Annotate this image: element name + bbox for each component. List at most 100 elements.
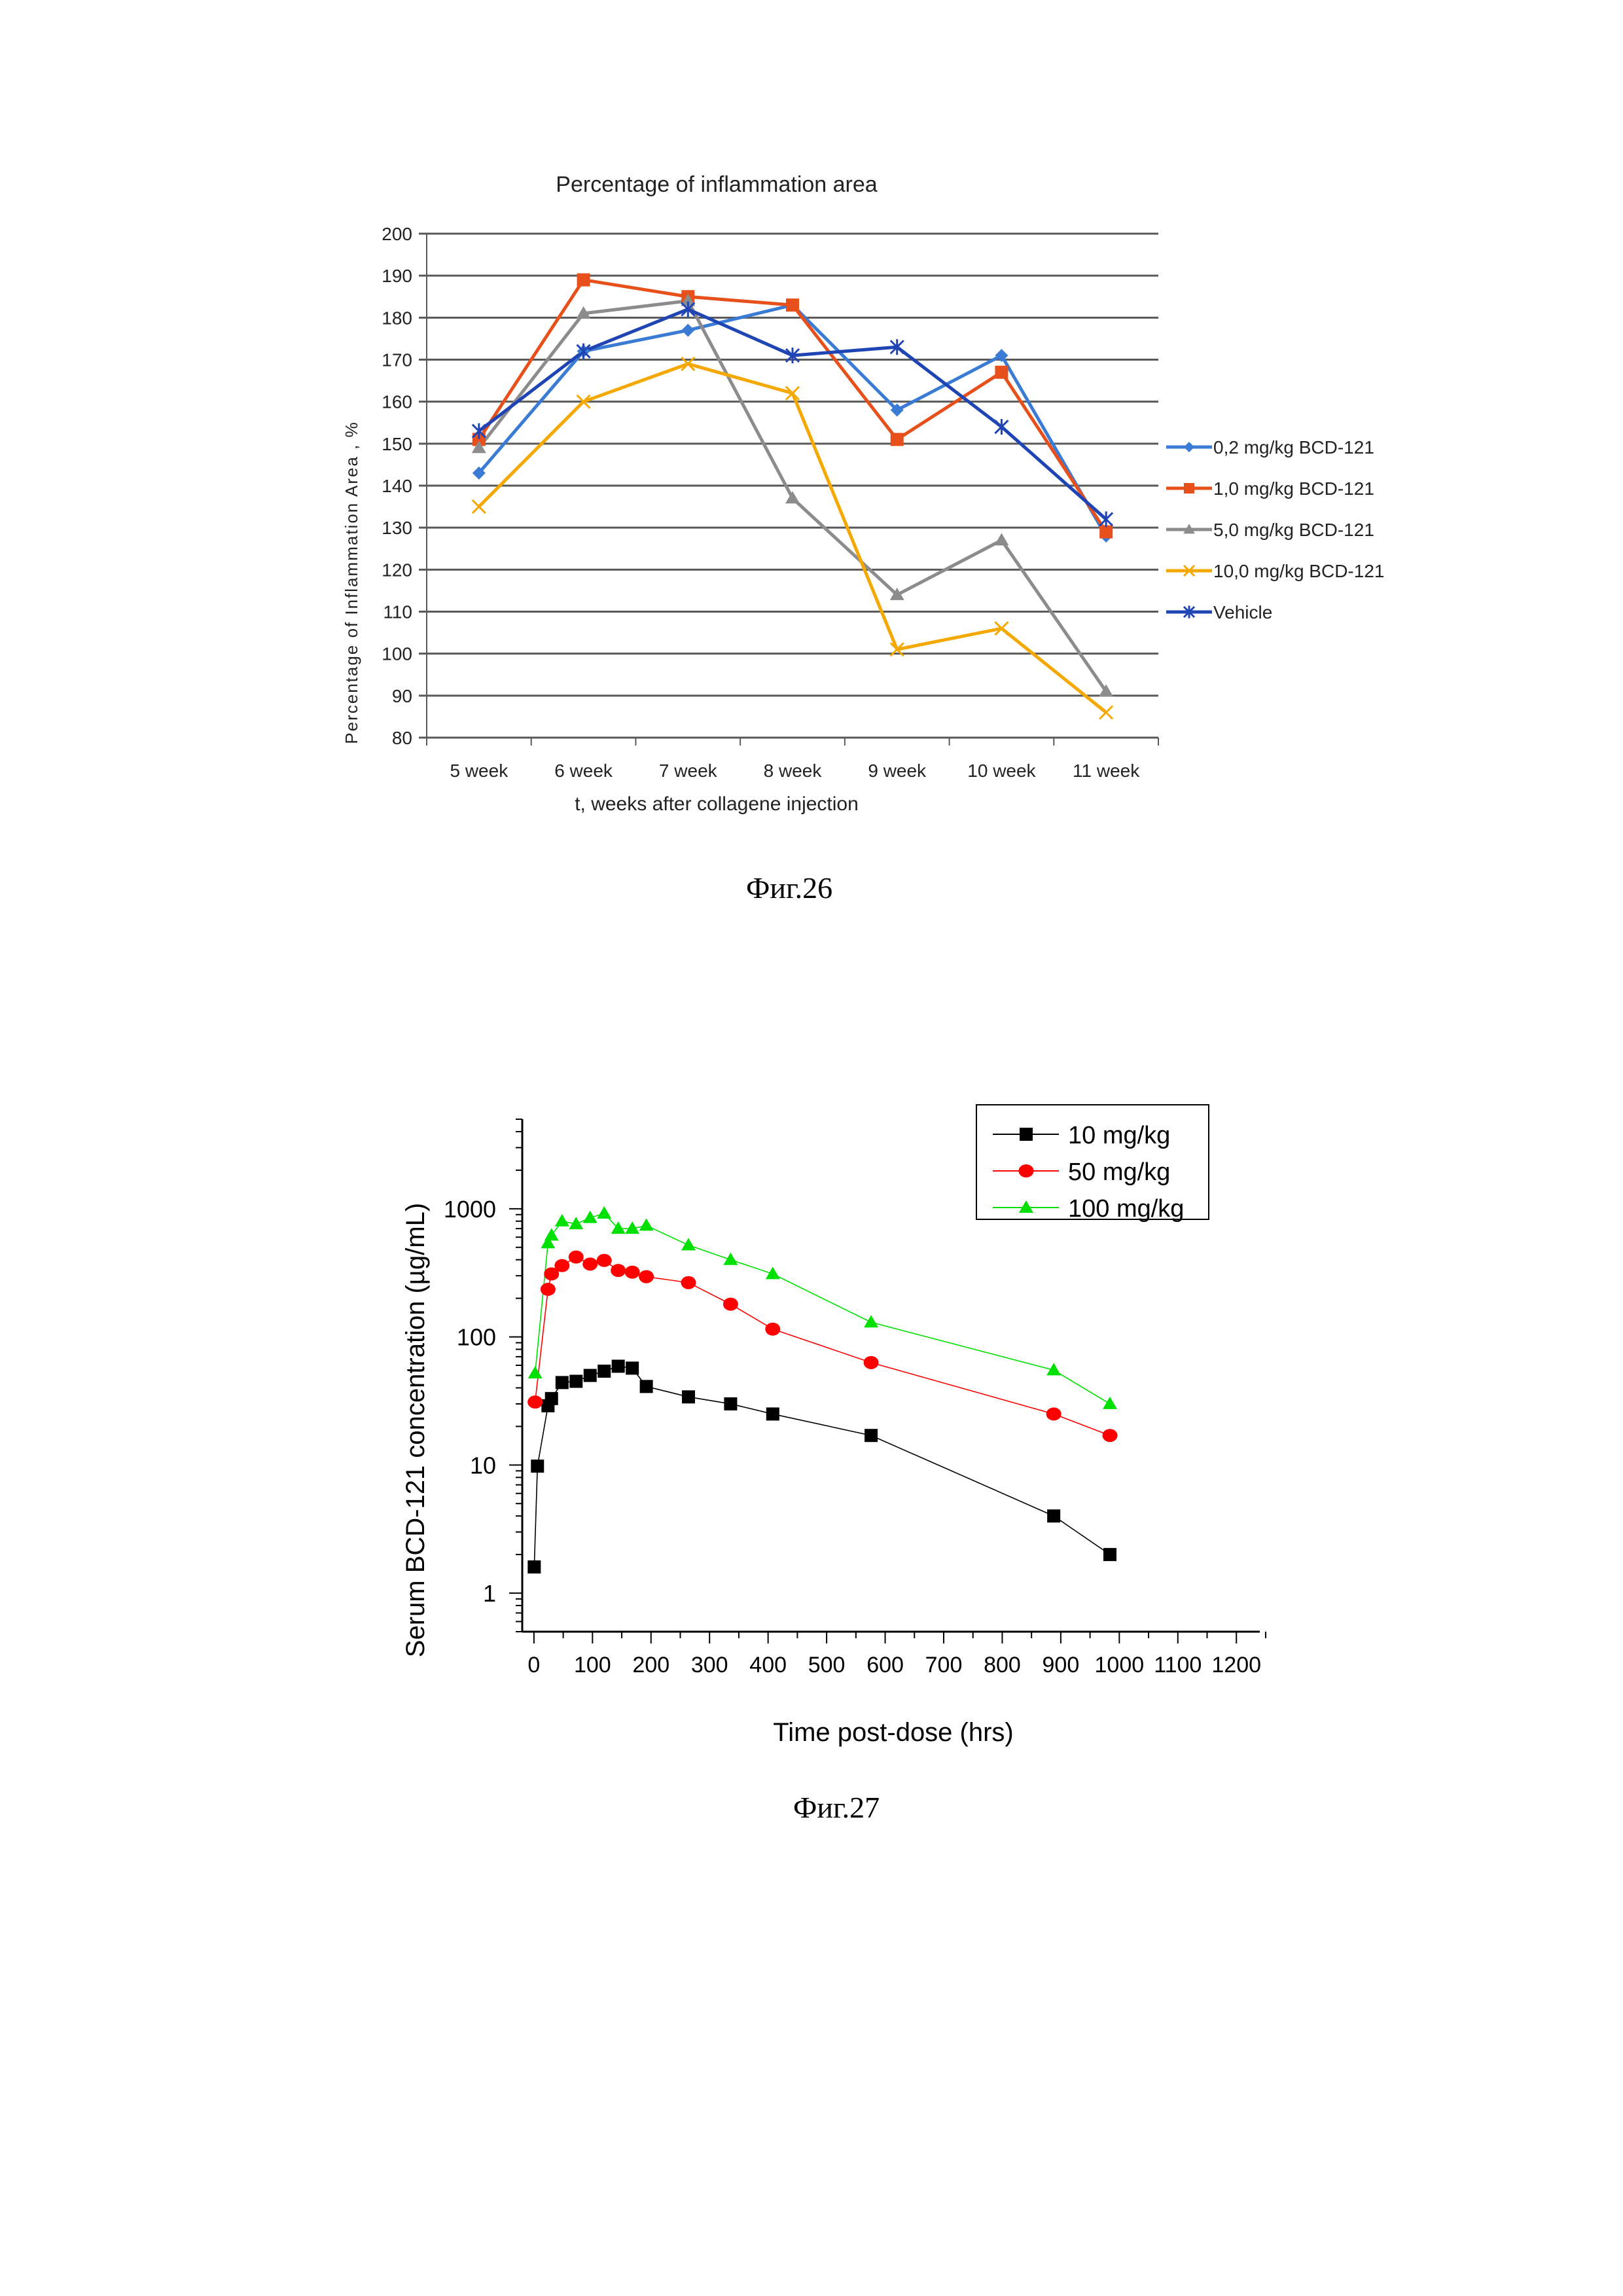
data-point	[1099, 684, 1114, 697]
data-point	[569, 1217, 584, 1230]
data-point	[624, 1265, 640, 1279]
data-point	[544, 1228, 559, 1241]
legend-label: 10 mg/kg	[1068, 1122, 1170, 1149]
data-point	[994, 419, 1009, 435]
data-point	[582, 1210, 597, 1223]
legend-marker	[1183, 524, 1195, 534]
data-point	[889, 587, 904, 600]
data-point	[568, 1250, 584, 1264]
legend-marker	[1019, 1200, 1033, 1213]
data-point	[889, 642, 904, 657]
x-tick-label: 900	[1043, 1653, 1080, 1677]
x-tick-label: 0	[527, 1653, 540, 1677]
data-point	[544, 1391, 558, 1405]
data-point	[995, 349, 1008, 363]
data-point	[611, 1264, 626, 1278]
data-point	[863, 1355, 879, 1369]
data-point	[785, 386, 800, 401]
y-tick-label: 180	[382, 308, 412, 328]
data-point	[540, 1282, 556, 1296]
data-point	[681, 323, 695, 337]
chart-title: Percentage of inflammation area	[556, 172, 877, 197]
data-point	[1099, 511, 1114, 528]
y-tick-label: 130	[382, 518, 412, 538]
data-point	[994, 621, 1009, 636]
data-point	[611, 1221, 626, 1234]
x-tick-label: 8 week	[764, 761, 823, 781]
data-point	[786, 298, 799, 312]
x-tick-label: 9 week	[868, 761, 927, 781]
data-point	[682, 1390, 696, 1404]
y-axis-label: Percentage of Inflammation Area , %	[342, 421, 361, 744]
data-point	[531, 1460, 544, 1473]
y-tick-label: 1	[483, 1580, 496, 1607]
data-point	[889, 339, 904, 355]
data-point	[1046, 1363, 1061, 1376]
x-tick-label: 200	[632, 1653, 669, 1677]
data-point	[472, 433, 486, 446]
legend-label: 50 mg/kg	[1068, 1158, 1170, 1186]
figure-26-caption: Фиг.26	[746, 871, 833, 905]
y-tick-label: 10	[470, 1452, 496, 1479]
x-tick-label: 100	[574, 1653, 611, 1677]
data-point	[724, 1397, 738, 1410]
data-point	[471, 499, 486, 514]
x-tick-label: 700	[925, 1653, 963, 1677]
data-point	[639, 1218, 654, 1231]
data-point	[625, 1221, 640, 1234]
data-point	[639, 1270, 654, 1283]
y-tick-label: 200	[382, 224, 412, 244]
data-point	[995, 365, 1008, 379]
legend-label: 10,0 mg/kg BCD-121	[1213, 561, 1384, 581]
x-tick-label: 7 week	[659, 761, 718, 781]
y-tick-label: 150	[382, 434, 412, 454]
legend-label: 1,0 mg/kg BCD-121	[1213, 478, 1374, 499]
data-point	[626, 1361, 639, 1375]
legend-marker	[1183, 564, 1196, 577]
y-tick-label: 190	[382, 266, 412, 286]
y-tick-label: 90	[392, 686, 412, 706]
y-tick-label: 170	[382, 350, 412, 370]
data-point	[583, 1369, 597, 1382]
data-point	[722, 1297, 738, 1311]
data-point	[471, 423, 486, 439]
data-point	[1099, 705, 1114, 720]
data-point	[890, 433, 904, 446]
x-tick-label: 11 week	[1073, 761, 1140, 781]
data-point	[527, 1366, 543, 1379]
data-point	[785, 348, 800, 364]
x-tick-label: 800	[984, 1653, 1021, 1677]
data-point	[544, 1267, 560, 1281]
legend-marker	[1018, 1164, 1034, 1177]
data-point	[766, 1407, 779, 1421]
legend-label: 5,0 mg/kg BCD-121	[1213, 520, 1374, 540]
data-point	[1103, 1548, 1117, 1562]
legend-marker	[1183, 605, 1196, 619]
legend-box	[976, 1104, 1209, 1220]
y-tick-label: 160	[382, 392, 412, 412]
data-point	[576, 394, 591, 409]
series-line	[533, 1365, 1111, 1568]
data-point	[681, 293, 696, 306]
x-tick-label: 10 week	[967, 761, 1036, 781]
y-tick-label: 120	[382, 560, 412, 580]
data-point	[864, 1315, 879, 1328]
x-axis-label: Time post-dose (hrs)	[773, 1718, 1014, 1747]
legend-label: 0,2 mg/kg BCD-121	[1213, 437, 1374, 457]
data-point	[569, 1374, 583, 1388]
data-point	[639, 1380, 653, 1393]
figure-27-caption: Фиг.27	[793, 1791, 880, 1824]
data-point	[576, 343, 591, 359]
figure-26: Percentage of inflammation area t, weeks…	[314, 157, 1440, 838]
data-point	[681, 356, 696, 371]
inflammation-chart: Percentage of inflammation area t, weeks…	[342, 172, 1384, 815]
legend-marker	[1184, 442, 1194, 452]
data-point	[577, 273, 590, 287]
y-tick-label: 100	[382, 644, 412, 664]
legend-label: Vehicle	[1213, 602, 1272, 622]
data-point	[597, 1206, 612, 1219]
x-tick-label: 1200	[1211, 1653, 1261, 1677]
data-point	[765, 1266, 780, 1280]
data-point	[527, 1560, 541, 1574]
x-tick-label: 400	[749, 1653, 787, 1677]
